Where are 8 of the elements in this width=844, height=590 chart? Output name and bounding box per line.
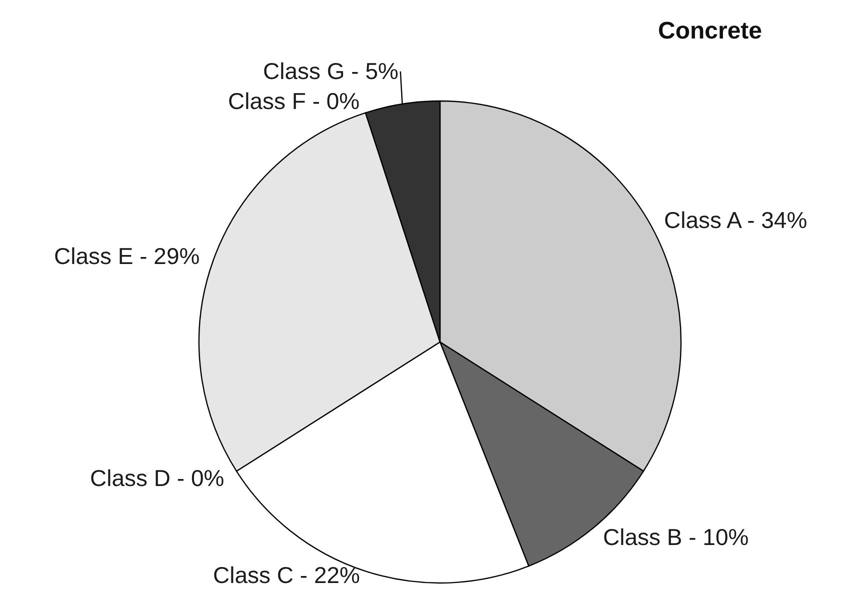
slice-label: Class B - 10%	[603, 524, 749, 550]
category-label: Class F - 0%	[228, 88, 360, 114]
chart-title: Concrete	[658, 17, 762, 44]
category-label: Class D - 0%	[90, 465, 224, 491]
slice-label: Class E - 29%	[54, 243, 200, 269]
slice-label: Class A - 34%	[664, 207, 808, 233]
slice-label: Class C - 22%	[213, 562, 360, 588]
slice-label: Class G - 5%	[263, 58, 398, 84]
